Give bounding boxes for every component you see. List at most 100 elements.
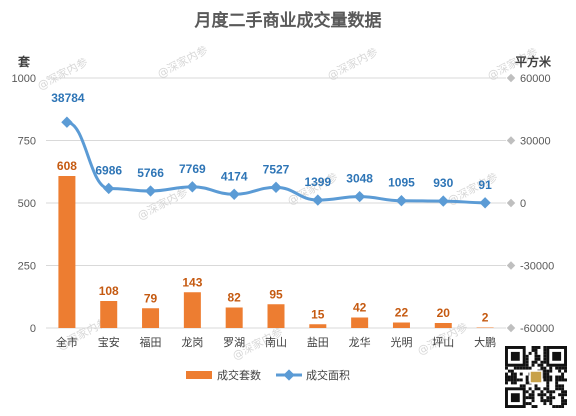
qr-module xyxy=(525,390,529,394)
bar-label: 95 xyxy=(269,287,283,301)
line-label: 91 xyxy=(478,178,492,192)
qr-module xyxy=(564,402,567,406)
qr-module xyxy=(546,378,550,382)
qr-module xyxy=(543,402,547,406)
qr-module xyxy=(543,369,547,373)
right-tick-marker xyxy=(506,198,516,208)
qr-module xyxy=(531,393,535,397)
qr-module xyxy=(525,396,529,400)
line-data-labels: 38784 6986 5766 7769 4174 7527 1399 3048 1095 930… xyxy=(51,91,492,192)
qr-module xyxy=(543,354,547,358)
qr-module xyxy=(558,369,562,373)
line-label: 7769 xyxy=(179,162,206,176)
bar xyxy=(142,308,160,328)
qr-module xyxy=(546,372,550,376)
qr-module xyxy=(558,405,562,408)
qr-module xyxy=(555,366,559,370)
qr-module xyxy=(549,378,553,382)
qr-module xyxy=(549,390,553,394)
qr-module xyxy=(505,375,508,379)
bar-label: 42 xyxy=(353,301,367,315)
qr-module xyxy=(513,381,517,385)
qr-module xyxy=(528,402,532,406)
right-tick-label: 0 xyxy=(520,198,526,210)
line-label: 1399 xyxy=(304,175,331,189)
category-label: 宝安 xyxy=(98,335,120,349)
qr-module xyxy=(549,369,553,373)
qr-module xyxy=(546,387,550,391)
category-axis-labels: 全市 宝安 福田 龙岗 罗湖 南山 盐田 龙华 光明 坪山 大鹏 xyxy=(56,335,496,349)
qr-module xyxy=(519,378,523,382)
line-point xyxy=(144,185,157,197)
qr-module xyxy=(516,378,520,382)
qr-module xyxy=(558,393,562,397)
qr-module xyxy=(561,402,565,406)
qr-module xyxy=(507,378,511,382)
left-tick-label: 250 xyxy=(18,261,36,273)
qr-module xyxy=(561,399,565,403)
qr-module xyxy=(555,378,559,382)
qr-module xyxy=(543,348,547,352)
line-label: 6986 xyxy=(95,163,122,177)
qr-module xyxy=(540,360,544,364)
line-label: 7527 xyxy=(263,162,290,176)
qr-module xyxy=(528,396,532,400)
qr-module xyxy=(558,366,562,370)
qr-module xyxy=(522,384,526,388)
left-tick-label: 750 xyxy=(18,136,36,148)
qr-module xyxy=(540,393,544,397)
watermark-text: @深家内参 xyxy=(155,42,210,80)
qr-module xyxy=(549,396,553,400)
qr-module xyxy=(552,405,556,408)
qr-module xyxy=(537,393,541,397)
qr-module xyxy=(525,378,529,382)
qr-finder xyxy=(552,351,562,361)
qr-module xyxy=(534,351,538,355)
bar-label: 20 xyxy=(437,306,451,320)
qr-module xyxy=(546,399,550,403)
line-point xyxy=(228,188,240,200)
qr-module xyxy=(513,375,517,379)
category-label: 坪山 xyxy=(432,336,454,349)
qr-module xyxy=(531,405,535,408)
qr-module xyxy=(561,396,565,400)
qr-module xyxy=(528,351,532,355)
qr-module xyxy=(513,372,517,376)
bar xyxy=(100,301,118,328)
qr-module xyxy=(543,375,547,379)
line-label: 4174 xyxy=(221,169,248,183)
qr-module xyxy=(537,357,541,361)
line-point xyxy=(312,194,324,206)
qr-module xyxy=(540,366,544,370)
qr-module xyxy=(555,405,559,408)
qr-module xyxy=(525,363,529,367)
qr-module xyxy=(534,354,538,358)
qr-module xyxy=(543,387,547,391)
qr-module xyxy=(555,387,559,391)
left-axis-unit: 套 xyxy=(17,54,31,69)
right-tick-marker xyxy=(506,73,516,83)
qr-module xyxy=(505,381,508,385)
qr-module xyxy=(516,366,520,370)
qr-module xyxy=(549,393,553,397)
qr-module xyxy=(549,402,553,406)
qr-module xyxy=(558,378,562,382)
qr-module xyxy=(564,369,567,373)
qr-module xyxy=(543,351,547,355)
qr-module xyxy=(555,375,559,379)
legend-swatch-marker xyxy=(283,369,295,381)
qr-module xyxy=(525,366,529,370)
line-label: 5766 xyxy=(137,166,164,180)
line-label: 930 xyxy=(433,176,453,190)
qr-module xyxy=(561,387,565,391)
qr-module xyxy=(505,366,508,370)
qr-module xyxy=(543,372,547,376)
qr-module xyxy=(507,375,511,379)
line-label: 3048 xyxy=(346,172,373,186)
qr-logo xyxy=(529,370,543,384)
left-tick-label: 0 xyxy=(30,323,36,335)
bar-label: 22 xyxy=(395,306,409,320)
qr-module xyxy=(549,375,553,379)
legend-label: 成交面积 xyxy=(306,368,350,382)
bar xyxy=(309,324,327,328)
